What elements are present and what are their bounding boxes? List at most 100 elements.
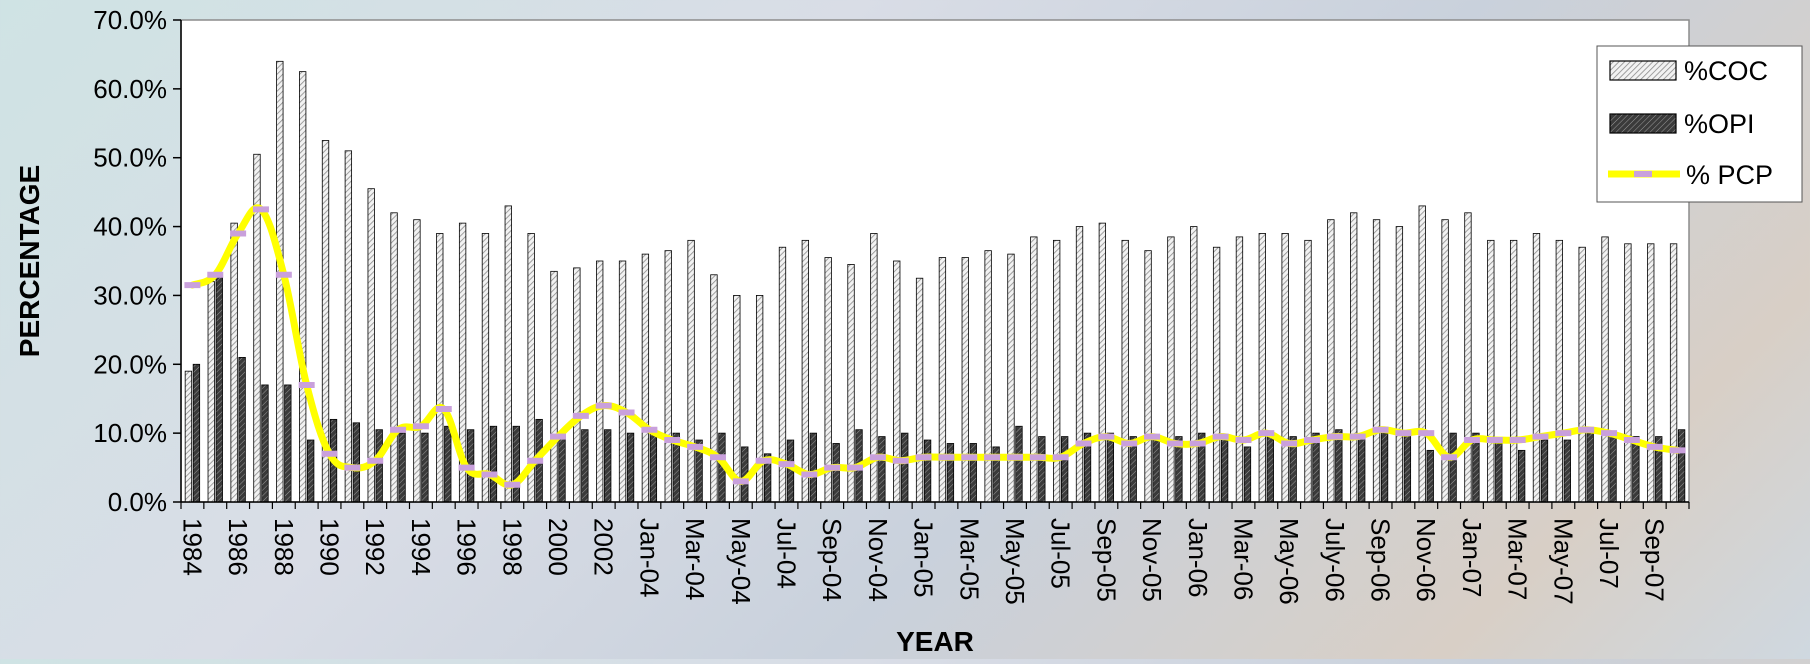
bar-coc [893,260,901,503]
bar-coc [733,295,741,503]
y-tick-label: 10.0% [93,418,167,448]
bar-coc [1509,239,1518,503]
bar-coc [961,257,969,503]
x-tick-label: 1992 [360,518,390,576]
bar-coc [230,222,238,503]
legend-swatch-opi [1609,113,1677,134]
bar-coc [207,281,215,503]
x-tick-label: Sep-05 [1091,518,1121,602]
legend-label-coc: %COC [1684,56,1768,86]
y-tick-label: 40.0% [93,212,167,242]
bar-opi [832,443,840,503]
x-tick-label: 1996 [452,518,482,576]
bars-layer [184,60,1686,503]
bar-coc [1190,226,1198,503]
bar-opi [1586,432,1594,503]
x-tick-label: May-05 [1000,518,1030,605]
y-axis-ticks: 0.0% 10.0% 20.0% 30.0% 40.0% 50.0% 60.0% 70.0% [93,5,181,517]
x-tick-label: May-04 [726,518,756,605]
bar-opi [215,274,223,503]
bar-coc [1532,233,1541,503]
bar-coc [801,239,809,503]
bar-coc [1372,219,1381,503]
bar-coc [1235,236,1244,503]
bar-opi [1243,446,1252,503]
bar-coc [1624,243,1632,503]
bar-opi [809,432,817,503]
bar-coc [367,188,375,503]
bar-coc [299,71,307,503]
bar-opi [1061,436,1069,503]
x-tick-label: Sep-04 [817,518,847,602]
bar-opi [923,439,932,503]
bar-opi [649,429,658,503]
bar-opi [1426,449,1434,503]
bar-coc [1418,205,1426,503]
bar-opi [901,432,909,503]
bar-opi [558,436,566,503]
x-axis-title: YEAR [896,626,974,657]
x-tick-label: 2002 [589,518,619,576]
bar-coc [344,150,353,503]
bar-opi [878,436,886,503]
bar-opi [1152,436,1160,503]
x-tick-label: Sep-06 [1366,518,1396,602]
bar-opi [1266,432,1274,503]
bar-coc [1464,212,1472,503]
bar-coc [1327,219,1335,503]
bar-coc [1578,246,1586,503]
bar-coc [573,267,581,503]
bar-opi [1449,432,1457,503]
bar-opi [604,429,612,503]
bar-coc [1395,226,1404,503]
bar-opi [1609,432,1617,503]
bar-coc [1601,236,1609,503]
x-tick-label: Mar-06 [1228,518,1258,600]
bar-opi [1495,439,1503,503]
bar-coc [1007,253,1015,503]
y-tick-label: 70.0% [93,5,167,35]
bar-coc [1258,233,1266,503]
x-tick-label: May-06 [1274,518,1304,605]
legend-swatch-coc [1609,60,1677,81]
x-tick-label: 1988 [269,518,299,576]
x-tick-label: 1994 [406,518,436,576]
line-layer [184,204,1686,489]
bar-opi [352,422,361,503]
bar-coc [481,233,490,503]
bar-coc [710,274,718,503]
bar-opi [626,432,635,503]
bar-opi [192,363,201,503]
bar-opi [1677,429,1686,503]
x-tick-label: Nov-05 [1137,518,1167,602]
x-tick-label: Nov-06 [1411,518,1441,602]
x-tick-label: Jan-07 [1457,518,1487,598]
bar-opi [1403,432,1412,503]
x-tick-label: Jan-05 [909,518,939,598]
bar-coc [915,277,924,503]
bar-opi [375,429,383,503]
bar-coc [1212,246,1221,503]
bar-coc [1075,226,1084,503]
x-tick-label: Nov-04 [863,518,893,602]
bar-opi [421,432,429,503]
bar-opi [489,425,498,503]
bar-opi [1517,449,1526,503]
bar-opi [786,439,795,503]
bar-coc [1304,239,1312,503]
bar-coc [1167,236,1175,503]
bar-coc [1144,250,1152,503]
x-tick-label: 1998 [497,518,527,576]
bar-coc [436,233,444,503]
bar-coc [596,260,604,503]
x-tick-label: Mar-05 [954,518,984,600]
x-tick-label: Sep-07 [1640,518,1670,602]
bar-opi [238,356,246,503]
x-tick-label: 1986 [223,518,253,576]
bar-coc [1281,233,1289,503]
bar-opi [1038,436,1046,503]
bar-opi [1312,432,1320,503]
bar-coc [390,212,398,503]
